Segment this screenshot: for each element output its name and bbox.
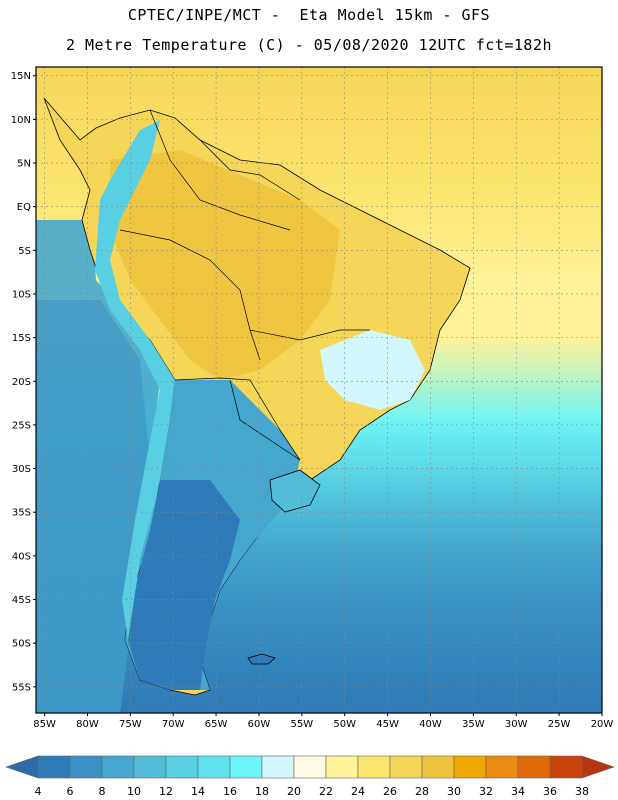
lon-label: 65W	[205, 719, 228, 730]
lat-label: 40S	[12, 551, 31, 562]
colorbar-label: 12	[159, 785, 173, 798]
patagonia-cold-zone	[128, 480, 240, 690]
lon-label: 40W	[419, 719, 442, 730]
lon-label: 80W	[76, 719, 99, 730]
colorbar-swatch	[229, 755, 263, 779]
lat-label: 50S	[12, 639, 31, 650]
colorbar-swatch	[37, 755, 71, 779]
colorbar-swatch	[421, 755, 455, 779]
chart-title-line1: CPTEC/INPE/MCT - Eta Model 15km - GFS	[127, 6, 491, 24]
lat-label: 20S	[12, 377, 31, 388]
colorbar-arrow-low	[5, 755, 39, 779]
colorbar-label: 30	[447, 785, 461, 798]
lon-label: 20W	[591, 719, 614, 730]
andes-cold-strip	[95, 120, 175, 640]
colorbar-label: 8	[99, 785, 106, 798]
colorbar-label: 28	[415, 785, 429, 798]
lat-label: 15N	[11, 71, 31, 82]
lat-label: EQ	[17, 202, 31, 213]
lat-label: 15S	[12, 333, 31, 344]
colorbar-swatches	[5, 755, 615, 779]
colorbar-swatch	[69, 755, 103, 779]
lat-label: 5S	[18, 246, 31, 257]
chart-title-line2: 2 Metre Temperature (C) - 05/08/2020 12U…	[65, 36, 553, 54]
lat-label: 5N	[17, 159, 31, 170]
colorbar-swatch	[197, 755, 231, 779]
colorbar-label: 14	[191, 785, 205, 798]
lon-label: 60W	[248, 719, 271, 730]
colorbar-swatch	[133, 755, 167, 779]
colorbar-label: 6	[67, 785, 74, 798]
colorbar-label: 16	[223, 785, 237, 798]
colorbar-swatch	[325, 755, 359, 779]
colorbar-swatch	[389, 755, 423, 779]
colorbar-label: 32	[479, 785, 493, 798]
pacific-cold-zone	[36, 300, 150, 713]
lat-label: 10N	[11, 115, 31, 126]
uruguay-region	[269, 469, 321, 513]
colorbar-swatch	[453, 755, 487, 779]
lon-label: 70W	[162, 719, 185, 730]
lon-label: 30W	[505, 719, 528, 730]
lon-label: 25W	[548, 719, 571, 730]
colorbar-labels: 4 6 8 10 12 14 16 18 20 22 24 26 28 30 32 34 36 38	[35, 785, 590, 798]
lat-label: 45S	[12, 595, 31, 606]
colorbar-label: 36	[543, 785, 557, 798]
lon-label: 35W	[462, 719, 485, 730]
colorbar-label: 24	[351, 785, 365, 798]
colorbar-swatch	[485, 755, 519, 779]
colorbar-label: 4	[35, 785, 42, 798]
colorbar-arrow-high	[581, 755, 615, 779]
colorbar-swatch	[357, 755, 391, 779]
lon-label: 75W	[119, 719, 142, 730]
lat-label: 55S	[12, 682, 31, 693]
colorbar-swatch	[165, 755, 199, 779]
lat-label: 30S	[12, 464, 31, 475]
lat-lon-grid	[36, 67, 602, 713]
falkland-islands	[247, 653, 276, 665]
lat-label: 35S	[12, 508, 31, 519]
lat-label: 25S	[12, 420, 31, 431]
colorbar-swatch	[549, 755, 583, 779]
colorbar-label: 10	[127, 785, 141, 798]
colorbar-label: 20	[287, 785, 301, 798]
colorbar-label: 22	[319, 785, 333, 798]
colorbar-swatch	[293, 755, 327, 779]
colorbar-label: 38	[575, 785, 589, 798]
lon-label: 55W	[291, 719, 314, 730]
lon-label: 45W	[376, 719, 399, 730]
map-field	[36, 67, 602, 713]
colorbar-swatch	[517, 755, 551, 779]
latitude-labels: 15N 10N 5N EQ 5S 10S 15S 20S 25S 30S 35S 40S 45S 50S 5…	[11, 71, 36, 693]
colorbar-swatch	[101, 755, 135, 779]
colorbar-label: 34	[511, 785, 525, 798]
interior-hot-zone	[110, 150, 340, 380]
colorbar-swatch	[261, 755, 295, 779]
map-frame	[35, 66, 603, 714]
lat-label: 10S	[12, 289, 31, 300]
longitude-labels: 85W 80W 75W 70W 65W 60W 55W 50W 45W 40W 35W 30W 25W 2…	[33, 713, 613, 730]
lon-label: 85W	[33, 719, 56, 730]
colorbar-label: 26	[383, 785, 397, 798]
country-borders	[119, 109, 370, 461]
lon-label: 50W	[333, 719, 356, 730]
highlands-cool-patch	[320, 330, 425, 410]
colorbar-label: 18	[255, 785, 269, 798]
